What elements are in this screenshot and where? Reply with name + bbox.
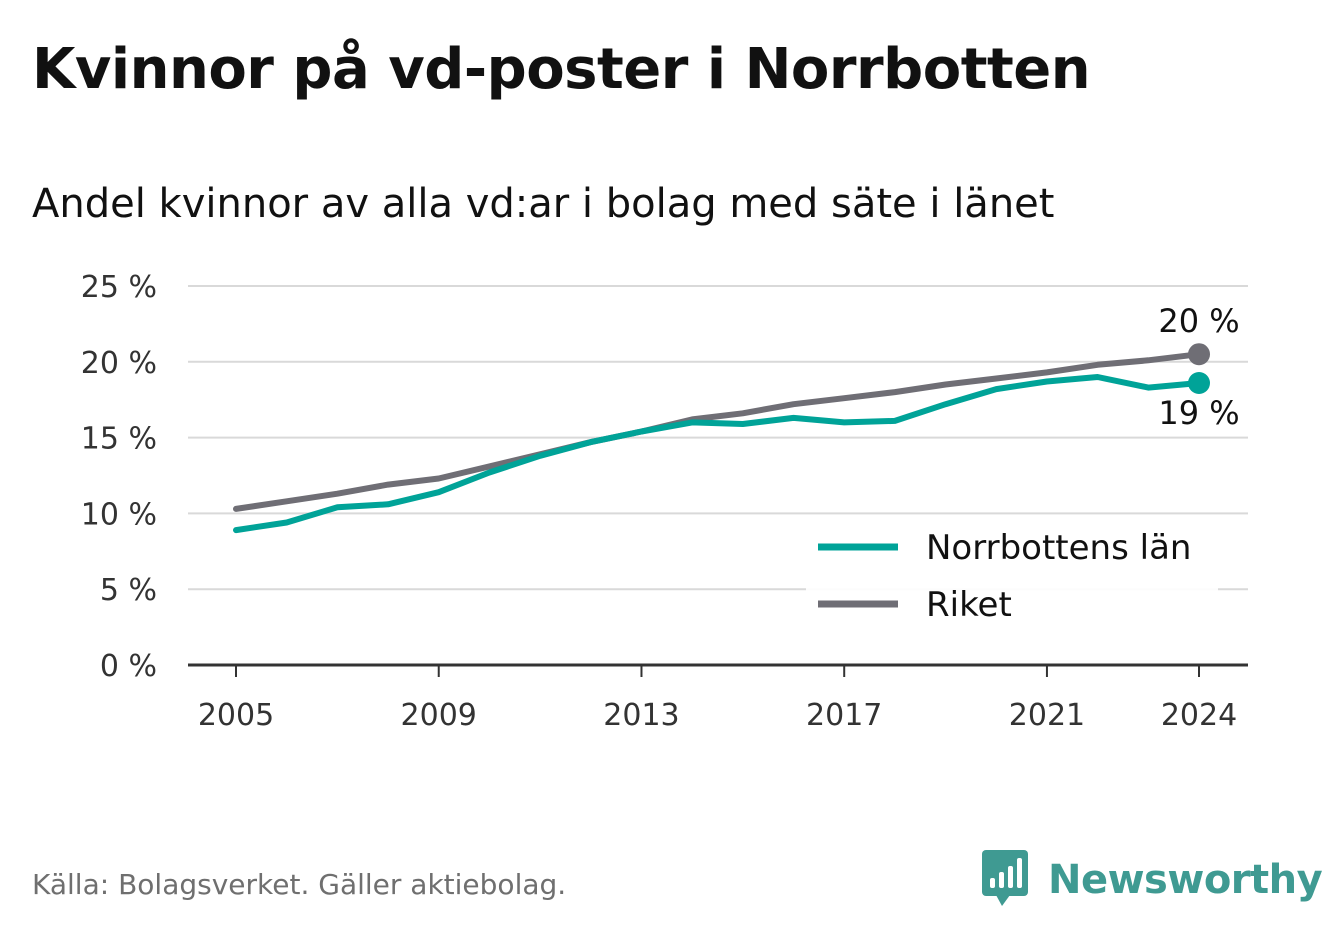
series-lines	[233, 343, 1210, 534]
x-axis: 2005 2009 2013 2017 2021 2024	[188, 663, 1248, 733]
x-tick-label: 2009	[401, 698, 477, 733]
x-tick-label: 2024	[1161, 698, 1237, 733]
x-tick-label: 2005	[198, 698, 274, 733]
end-value-label: 20 %	[1158, 302, 1239, 340]
chart-title: Kvinnor på vd-poster i Norrbotten	[32, 37, 1091, 102]
source-note: Källa: Bolagsverket. Gäller aktiebolag.	[32, 868, 567, 901]
end-value-label: 19 %	[1158, 394, 1239, 432]
series-line	[233, 351, 1202, 512]
y-tick-label: 5 %	[100, 573, 157, 608]
brand-name: Newsworthy	[1048, 857, 1322, 903]
y-tick-label: 25 %	[81, 270, 157, 305]
series-line	[233, 374, 1202, 534]
series-end-point	[1188, 372, 1210, 395]
y-tick-label: 20 %	[81, 346, 157, 381]
y-tick-label: 10 %	[81, 497, 157, 532]
y-tick-label: 15 %	[81, 422, 157, 457]
y-tick-label: 0 %	[100, 649, 157, 684]
x-tick-label: 2021	[1009, 698, 1085, 733]
gridlines	[188, 285, 1248, 591]
legend-label: Norrbottens län	[926, 528, 1191, 568]
legend-background	[806, 515, 1218, 627]
y-axis-tick-labels: 0 % 5 % 10 % 15 % 20 % 25 %	[81, 270, 157, 684]
legend: Norrbottens län Riket	[806, 515, 1218, 627]
legend-label: Riket	[926, 585, 1012, 625]
series-end-point	[1188, 343, 1210, 366]
newsworthy-logo: Newsworthy	[980, 848, 1322, 912]
bar-chart-speech-bubble-icon	[980, 848, 1038, 912]
x-tick-label: 2017	[806, 698, 882, 733]
end-labels: 19 % 20 %	[1158, 302, 1239, 432]
x-tick-label: 2013	[603, 698, 679, 733]
chart-subtitle: Andel kvinnor av alla vd:ar i bolag med …	[32, 181, 1055, 227]
